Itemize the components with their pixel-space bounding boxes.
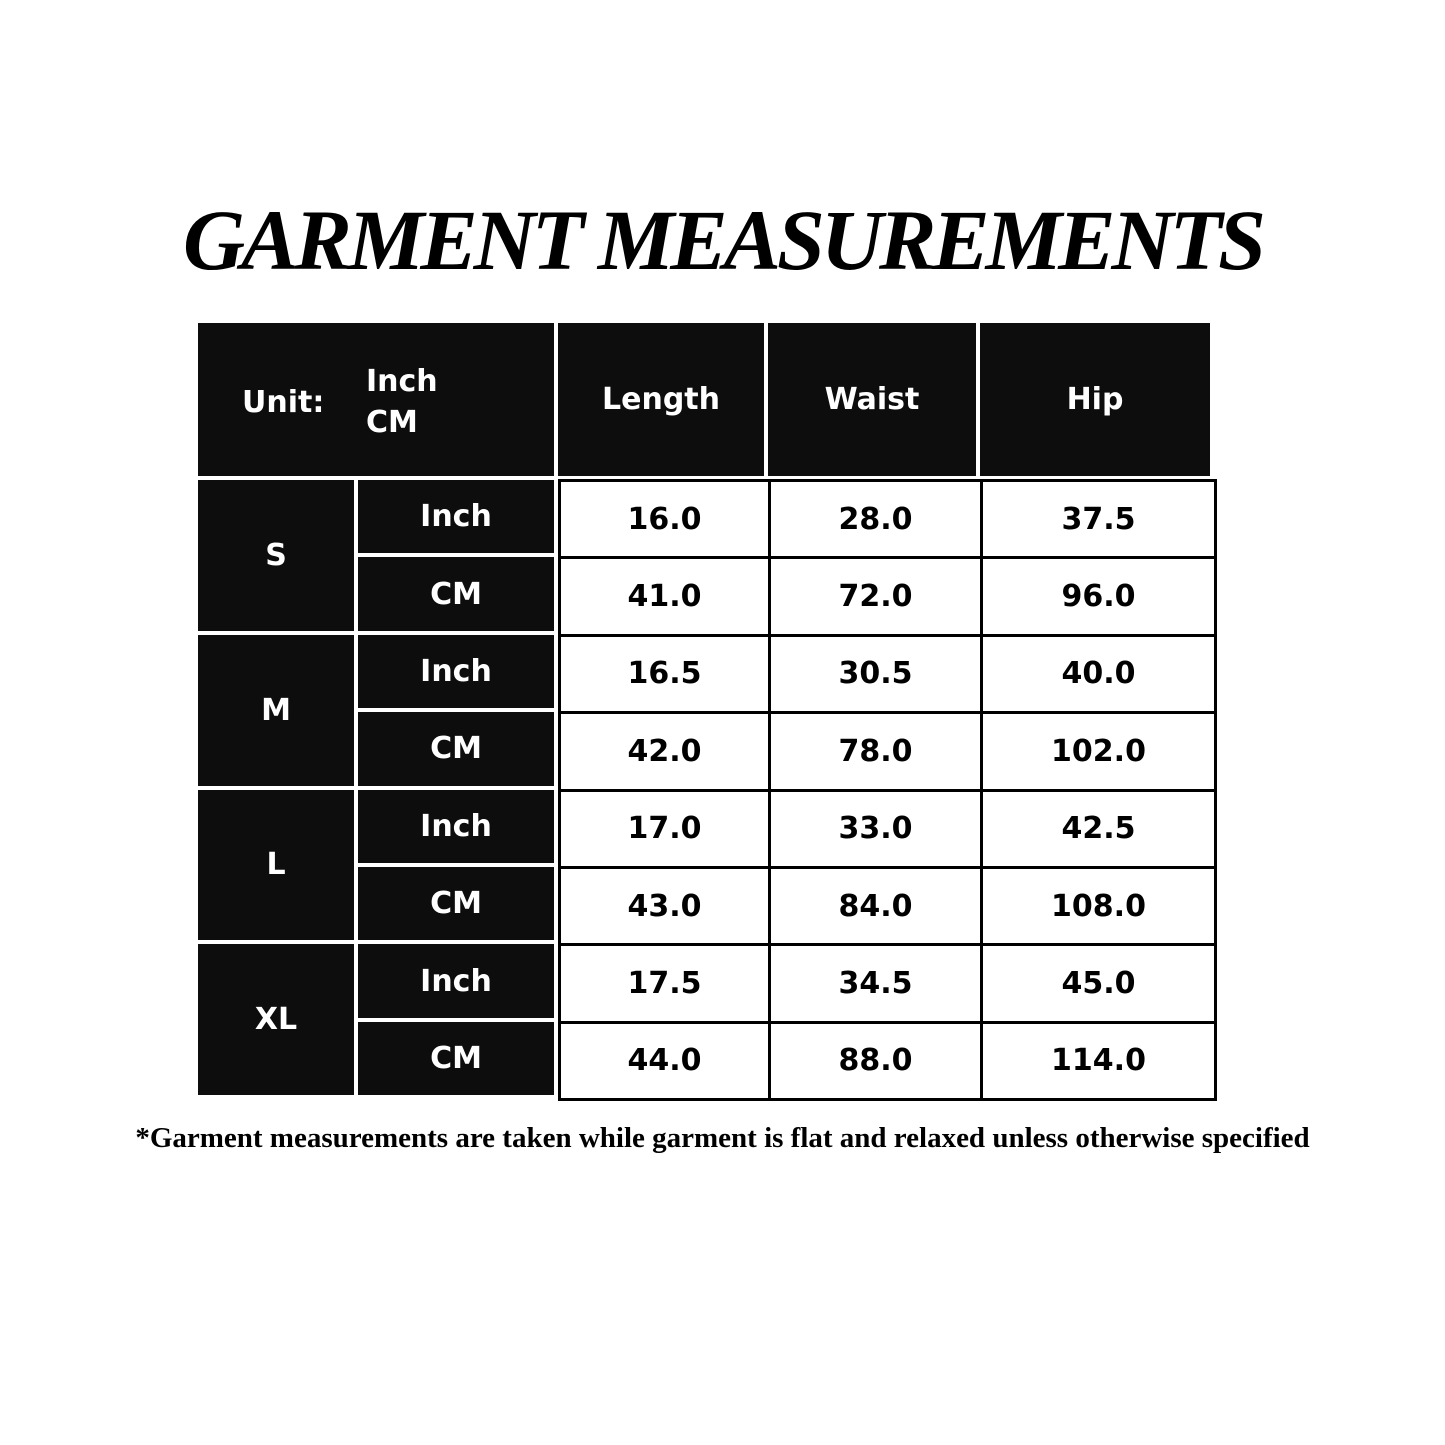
unit-label: CM [358, 712, 554, 786]
footnote: *Garment measurements are taken while ga… [135, 1122, 1310, 1154]
title: GARMENT MEASUREMENTS [183, 192, 1266, 288]
size-table: Unit: Inch CM Length Waist Hip S Inch 16.0 28.0 37… [0, 0, 1445, 1102]
value-cell: 41.0 [558, 556, 771, 637]
value-cell: 102.0 [980, 711, 1217, 792]
size-label: M [198, 634, 354, 786]
unit-bottom: CM [366, 405, 418, 440]
value-cell: 43.0 [558, 866, 771, 947]
unit-label: Unit: [242, 385, 325, 420]
value-cell: 42.0 [558, 711, 771, 792]
column-header: Length [558, 323, 764, 476]
value-cell: 33.0 [768, 788, 983, 869]
value-cell: 114.0 [980, 1020, 1217, 1102]
unit-header [198, 323, 554, 476]
value-cell: 16.0 [558, 479, 771, 560]
value-cell: 84.0 [768, 866, 983, 947]
unit-label: CM [358, 557, 554, 631]
unit-label: Inch [358, 789, 554, 863]
value-cell: 42.5 [980, 788, 1217, 869]
unit-divider [0, 0, 198, 3]
value-cell: 108.0 [980, 866, 1217, 947]
value-cell: 16.5 [558, 633, 771, 715]
value-cell: 28.0 [768, 479, 983, 560]
value-cell: 96.0 [980, 556, 1217, 637]
value-cell: 88.0 [768, 1020, 983, 1102]
value-cell: 44.0 [558, 1020, 771, 1102]
value-cell: 17.5 [558, 943, 771, 1024]
unit-label: Inch [358, 634, 554, 709]
value-cell: 37.5 [980, 479, 1217, 560]
value-cell: 40.0 [980, 633, 1217, 715]
unit-label: CM [358, 1021, 554, 1096]
value-cell: 34.5 [768, 943, 983, 1024]
unit-label: Inch [358, 944, 554, 1018]
size-label: XL [198, 944, 354, 1096]
unit-label: Inch [358, 480, 554, 554]
value-cell: 72.0 [768, 556, 983, 637]
value-cell: 78.0 [768, 711, 983, 792]
value-cell: 30.5 [768, 633, 983, 715]
column-header: Hip [980, 323, 1210, 476]
size-label: L [198, 789, 354, 941]
unit-label: CM [358, 867, 554, 941]
value-cell: 45.0 [980, 943, 1217, 1024]
size-label: S [198, 480, 354, 631]
column-header: Waist [768, 323, 976, 476]
value-cell: 17.0 [558, 788, 771, 869]
unit-top: Inch [366, 364, 438, 399]
